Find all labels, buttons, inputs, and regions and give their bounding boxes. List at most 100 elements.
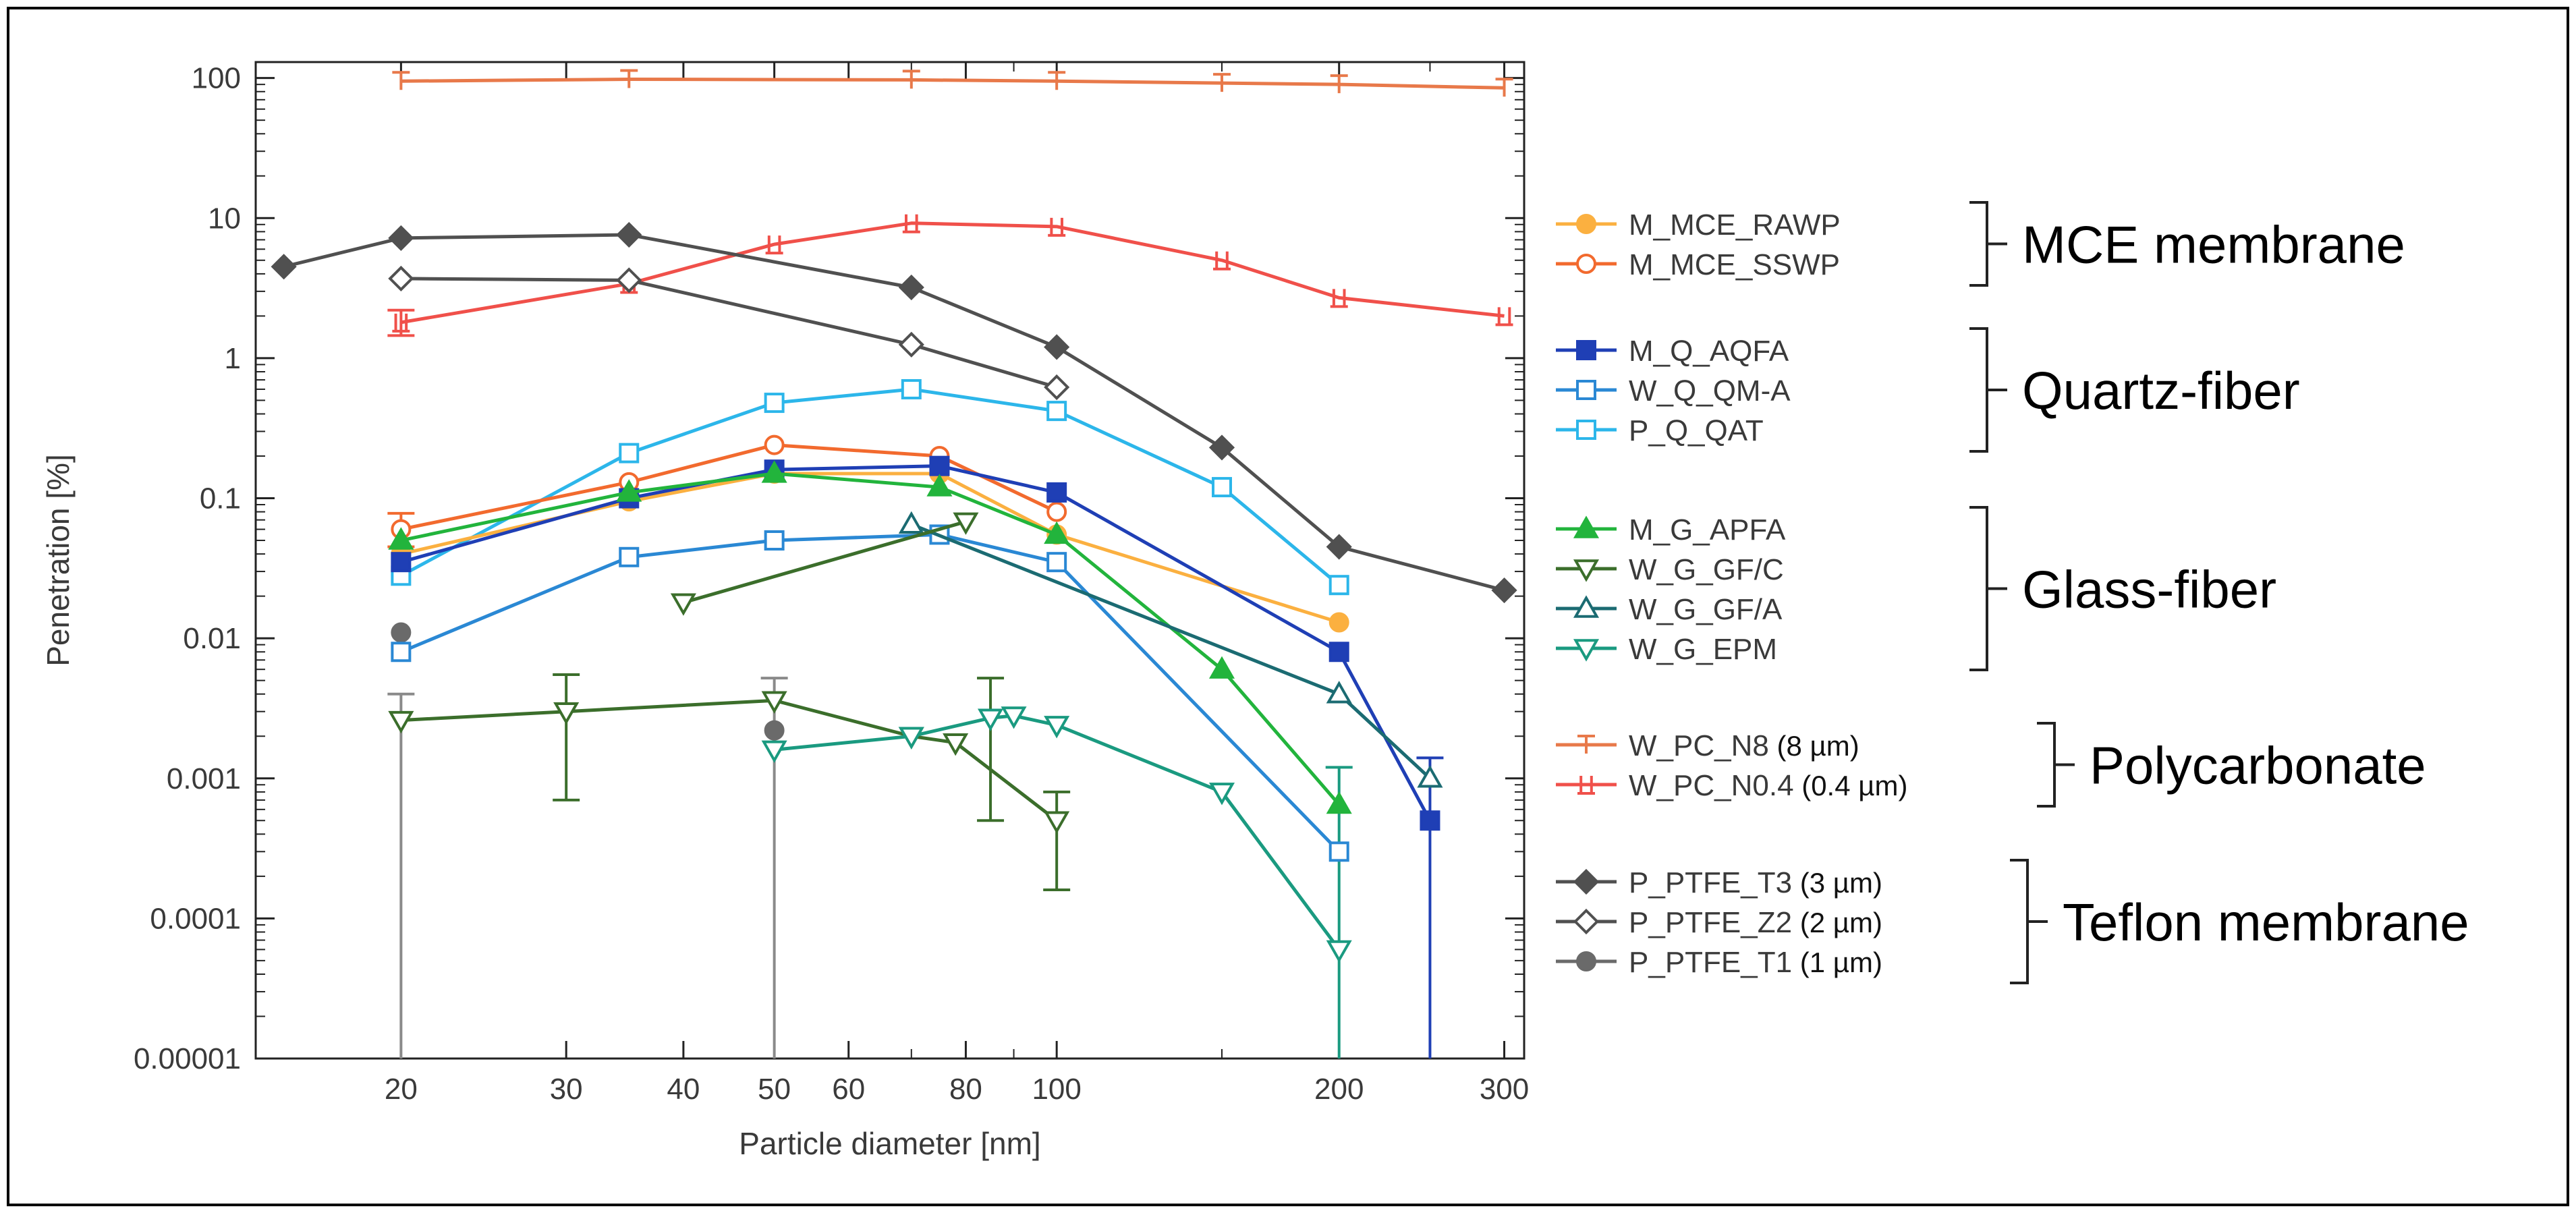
series-w-g-gf-c — [388, 512, 1070, 834]
y-tick-label: 10 — [208, 202, 241, 235]
data-point-p-ptfe-z2 — [1044, 374, 1070, 401]
data-point-p-ptfe-t3 — [616, 221, 642, 248]
legend-group-teflon-membrane: P_PTFE_T3 (3 µm) P_PTFE_Z2 (2 µm) P_PTFE_T… — [1556, 859, 2469, 984]
axes-layer: 100 10 1 0.1 0.01 0.001 0.0001 0.00001 20 30 40 50 6… — [134, 61, 1529, 1106]
data-point-p-q-qat — [1046, 401, 1067, 422]
series-line-w-g-gf-c — [683, 519, 967, 604]
y-tick-label: 0.1 — [200, 482, 241, 515]
x-tick-label: 50 — [758, 1073, 791, 1106]
data-point-w-pc-n0-4 — [1495, 307, 1513, 327]
data-point-w-g-epm — [1044, 716, 1070, 739]
legend-group-label: Glass-fiber — [2022, 560, 2276, 619]
legend-bracket — [1969, 201, 2007, 287]
legend-swatch-marker — [1577, 776, 1595, 795]
series-line-w-pc-n0-4 — [400, 221, 1505, 325]
series-m-q-aqfa — [391, 455, 1440, 831]
data-point-m-g-apfa — [1208, 656, 1235, 679]
data-point-w-pc-n8 — [1213, 73, 1231, 92]
data-point-p-ptfe-t3 — [388, 225, 414, 251]
data-point-w-g-epm — [977, 708, 1004, 731]
legend-item-label: P_Q_QAT — [1629, 414, 1764, 447]
data-point-w-g-epm — [1326, 940, 1352, 963]
y-tick-label: 0.001 — [167, 762, 241, 795]
legend-item-label: W_G_EPM — [1629, 633, 1777, 666]
data-point-w-pc-n0-4 — [1048, 217, 1066, 237]
legend-item-label: P_PTFE_T3 (3 µm) — [1629, 866, 1882, 899]
legend-bracket — [1969, 327, 2007, 453]
legend-swatch-marker — [1573, 908, 1600, 935]
data-point-p-ptfe-z2 — [898, 331, 924, 358]
series-line-p-ptfe-t3 — [283, 233, 1505, 592]
data-point-p-ptfe-t1 — [391, 622, 412, 643]
data-point-w-pc-n0-4 — [1213, 251, 1231, 271]
data-point-m-g-apfa — [1326, 791, 1352, 814]
x-axis-label: Particle diameter [nm] — [739, 1126, 1040, 1161]
data-point-p-ptfe-t3 — [1326, 534, 1352, 560]
data-point-w-q-qm-a — [764, 530, 785, 551]
data-point-p-ptfe-z2 — [616, 267, 642, 293]
legend-group-label: Quartz-fiber — [2022, 361, 2300, 420]
legend-swatch-marker — [1573, 559, 1600, 582]
data-point-m-mce-sswp — [1046, 501, 1067, 522]
legend-item-label: P_PTFE_Z2 (2 µm) — [1629, 906, 1882, 939]
legend-item-label: M_Q_AQFA — [1629, 335, 1789, 368]
legend-item-label: W_PC_N0.4 (0.4 µm) — [1629, 769, 1907, 802]
series-line-p-q-qat — [400, 387, 1341, 587]
legend-swatch-marker — [1576, 380, 1596, 400]
legend-item-label: M_G_APFA — [1629, 513, 1786, 546]
x-tick-label: 40 — [667, 1073, 700, 1106]
legend-bracket — [2037, 722, 2075, 808]
penetration-chart: 100 10 1 0.1 0.01 0.001 0.0001 0.00001 20 30 40 50 6… — [40, 61, 2469, 1161]
x-tick-label: 60 — [832, 1073, 865, 1106]
legend-group-glass-fiber: M_G_APFA W_G_GF/C W_G_GF/A W_G_EPM Glass-fib… — [1556, 506, 2276, 671]
data-point-m-mce-rawp — [1328, 612, 1349, 633]
legend-group-label: Teflon membrane — [2063, 893, 2469, 952]
data-point-w-g-gf-c — [670, 593, 696, 616]
series-m-g-apfa — [388, 460, 1352, 814]
data-point-p-ptfe-t1 — [764, 720, 785, 741]
data-point-w-pc-n0-4 — [392, 313, 410, 333]
x-tick-label: 300 — [1480, 1073, 1529, 1106]
data-point-w-g-gf-a — [1417, 765, 1443, 788]
legend-item-label: M_MCE_RAWP — [1629, 208, 1841, 242]
x-tick-label: 80 — [949, 1073, 982, 1106]
data-point-m-q-aqfa — [1420, 810, 1440, 831]
legend-item-suffix: (0.4 µm) — [1794, 770, 1908, 801]
series-line-p-ptfe-z2 — [401, 277, 1057, 389]
legend-item-label: W_G_GF/A — [1629, 593, 1783, 626]
data-point-p-q-qat — [1328, 575, 1349, 596]
legend-item-suffix: (3 µm) — [1792, 867, 1882, 899]
data-point-w-pc-n8 — [902, 69, 920, 89]
series-layer — [271, 69, 1517, 1059]
legend-swatch-marker — [1576, 254, 1596, 274]
series-w-g-gf-a — [898, 511, 1443, 788]
y-axis-label: Penetration [%] — [40, 454, 76, 667]
legend-item-suffix: (1 µm) — [1792, 947, 1882, 978]
legend-swatch-marker — [1573, 868, 1600, 895]
data-point-w-g-gf-c — [943, 733, 969, 756]
data-point-m-q-aqfa — [929, 455, 950, 476]
legend-bracket — [1969, 506, 2007, 671]
series-p-q-qat — [391, 378, 1349, 596]
series-line-w-g-gf-c — [401, 698, 1058, 822]
y-tick-label: 0.01 — [183, 622, 241, 655]
legend-group-label: Polycarbonate — [2090, 736, 2426, 795]
legend-swatch-marker — [1573, 639, 1600, 662]
data-point-w-g-epm — [898, 727, 924, 750]
legend-group-polycarbonate: W_PC_N8 (8 µm) W_PC_N0.4 (0.4 µm) Polycarb… — [1556, 722, 2426, 808]
legend-bracket — [2010, 859, 2048, 984]
data-point-p-q-qat — [619, 443, 640, 463]
data-point-w-g-gf-c — [1044, 811, 1070, 834]
legend-swatch-marker — [1573, 595, 1600, 618]
series-p-ptfe-t3 — [271, 221, 1517, 604]
data-point-m-q-aqfa — [1328, 642, 1349, 662]
y-tick-label: 0.00001 — [134, 1042, 241, 1075]
data-point-p-ptfe-z2 — [388, 265, 414, 292]
x-tick-label: 30 — [550, 1073, 583, 1106]
data-point-w-pc-n0-4 — [765, 235, 783, 255]
x-tick-label: 100 — [1032, 1073, 1081, 1106]
legend-swatch-marker — [1576, 214, 1596, 234]
data-point-w-q-qm-a — [1046, 552, 1067, 573]
legend-item-suffix: (2 µm) — [1792, 907, 1882, 938]
data-point-p-q-qat — [764, 393, 785, 414]
